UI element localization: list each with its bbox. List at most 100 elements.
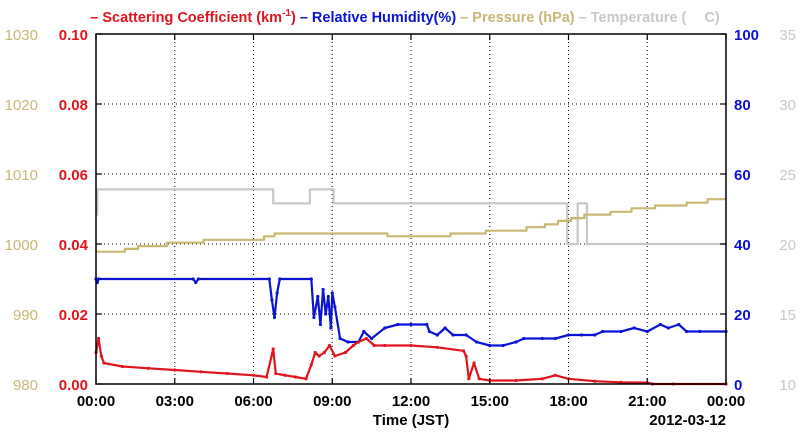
scattering-coefficient-point — [435, 345, 439, 349]
scattering-coefficient-point — [383, 343, 387, 348]
relative-humidity-point — [324, 312, 328, 316]
humidity-tick-label: 80 — [734, 97, 751, 114]
scattering-coefficient-point — [102, 361, 106, 365]
relative-humidity-point — [396, 322, 400, 327]
humidity-tick-label: 0 — [734, 377, 742, 394]
scattering-coefficient-point — [99, 354, 103, 358]
scattering-coefficient-point — [593, 379, 597, 383]
temperature-tick-label: 15 — [779, 307, 796, 324]
relative-humidity-point — [475, 340, 479, 344]
relative-humidity-point — [97, 277, 101, 281]
legend-item-0: – Scattering Coefficient (km — [90, 10, 282, 26]
scattering-coefficient-line — [94, 337, 726, 386]
x-axis-label: Time (JST) — [373, 412, 449, 429]
legend-item-suffix: C) — [704, 10, 719, 26]
scattering-coefficient-point — [364, 336, 368, 341]
x-tick-label: 06:00 — [234, 393, 272, 410]
legend-item-2: – Pressure (hPa) — [456, 10, 575, 26]
x-tick-label: 12:00 — [392, 393, 430, 410]
relative-humidity-markers — [94, 277, 728, 348]
legend-item-1: – Relative Humidity(%) — [296, 10, 457, 26]
legend-item-sup: -1 — [282, 8, 291, 19]
scattering-coefficient-point — [540, 377, 544, 381]
relative-humidity-point — [409, 322, 413, 327]
scattering-coefficient-point — [120, 364, 124, 369]
relative-humidity-point — [362, 329, 366, 334]
relative-humidity-point — [540, 336, 544, 341]
x-tick-label: 18:00 — [549, 393, 587, 410]
relative-humidity-point — [685, 329, 689, 334]
relative-humidity-point — [632, 326, 636, 330]
relative-humidity-point — [267, 277, 271, 281]
relative-humidity-point — [464, 333, 468, 337]
temperature-tick-label: 35 — [779, 27, 796, 44]
scattering-tick-label: 0.00 — [59, 377, 88, 394]
legend-item-suffix: ) — [291, 10, 296, 26]
scattering-coefficient-point — [309, 363, 313, 367]
relative-humidity-point — [326, 294, 330, 299]
x-tick-label: 15:00 — [471, 393, 509, 410]
relative-humidity-point — [658, 322, 663, 327]
pressure-tick-label: 1010 — [5, 167, 38, 184]
scattering-coefficient-point — [619, 380, 623, 384]
scattering-coefficient-point — [333, 354, 337, 358]
x-tick-label: 21:00 — [628, 393, 666, 410]
relative-humidity-point — [318, 322, 322, 327]
scattering-coefficient-point — [472, 361, 476, 365]
relative-humidity-point — [330, 291, 334, 295]
relative-humidity-point — [553, 336, 558, 341]
relative-humidity-point — [425, 322, 429, 327]
relative-humidity-point — [619, 329, 623, 334]
relative-humidity-point — [194, 280, 198, 285]
pressure-tick-label: 1030 — [5, 27, 38, 44]
scattering-coefficient-point — [97, 336, 101, 341]
scattering-coefficient-point — [146, 366, 151, 370]
relative-humidity-point — [270, 298, 274, 302]
relative-humidity-point — [191, 277, 195, 281]
scattering-coefficient-point — [372, 343, 376, 348]
scattering-coefficient-point — [271, 347, 275, 351]
relative-humidity-point — [321, 287, 325, 292]
relative-humidity-point — [566, 333, 571, 337]
scattering-coefficient-point — [322, 350, 326, 355]
relative-humidity-point — [329, 326, 333, 330]
relative-humidity-point — [346, 340, 350, 344]
scattering-coefficient-point — [461, 349, 466, 353]
relative-humidity-point — [451, 333, 455, 337]
scattering-coefficient-point — [251, 373, 256, 377]
date-label: 2012-03-12 — [649, 412, 726, 429]
relative-humidity-point — [427, 329, 431, 334]
relative-humidity-point — [383, 326, 387, 330]
relative-humidity-point — [666, 326, 670, 330]
relative-humidity-point — [338, 336, 342, 341]
pressure-tick-label: 990 — [13, 307, 38, 324]
relative-humidity-point — [196, 277, 200, 281]
scattering-coefficient-point — [328, 343, 332, 348]
relative-humidity-point — [698, 329, 702, 334]
relative-humidity-point — [645, 329, 649, 334]
legend: – Scattering Coefficient (km-1) – Relati… — [90, 8, 720, 26]
relative-humidity-point — [309, 277, 313, 281]
scattering-coefficient-point — [409, 343, 413, 348]
humidity-tick-label: 40 — [734, 237, 751, 254]
scattering-coefficient-point — [467, 377, 471, 381]
scattering-tick-label: 0.04 — [59, 237, 89, 254]
relative-humidity-point — [312, 315, 316, 320]
scattering-tick-label: 0.02 — [59, 307, 88, 324]
relative-humidity-point — [316, 294, 320, 299]
scattering-coefficient-point — [265, 375, 269, 379]
relative-humidity-point — [435, 333, 439, 337]
relative-humidity-point — [488, 343, 492, 348]
scattering-tick-label: 0.10 — [59, 27, 88, 44]
scattering-coefficient-point — [477, 377, 481, 381]
scattering-coefficient-point — [553, 373, 558, 377]
relative-humidity-point — [501, 343, 505, 348]
scattering-tick-label: 0.08 — [59, 97, 88, 114]
relative-humidity-point — [272, 315, 277, 320]
scattering-coefficient-point — [199, 370, 203, 374]
scattering-coefficient-point — [283, 373, 287, 377]
temperature-line — [96, 188, 726, 246]
pressure-line — [96, 198, 726, 253]
relative-humidity-line — [94, 277, 726, 347]
